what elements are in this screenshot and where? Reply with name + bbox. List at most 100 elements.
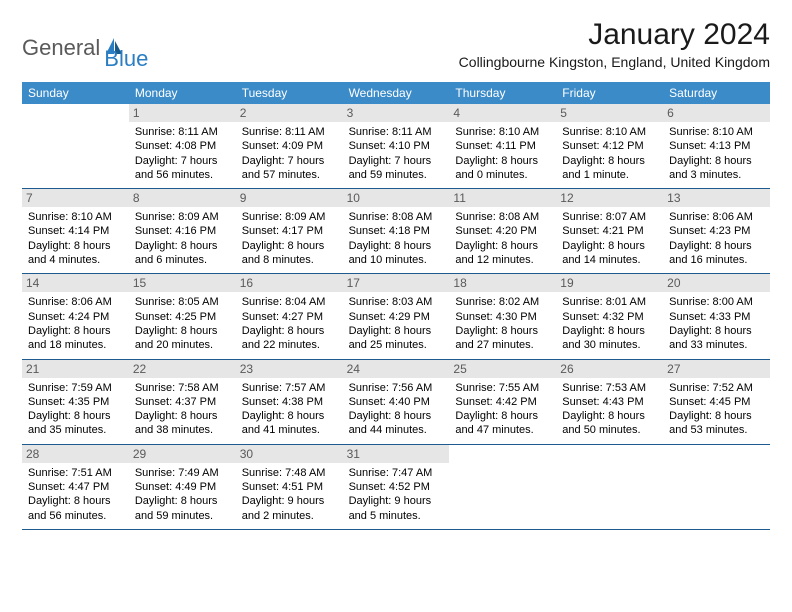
title-block: January 2024 Collingbourne Kingston, Eng…: [459, 18, 770, 70]
day-cell: 15 Sunrise: 8:05 AMSunset: 4:25 PMDayligh…: [129, 274, 236, 358]
calendar-body: 1 Sunrise: 8:11 AMSunset: 4:08 PMDaylight…: [22, 104, 770, 530]
day-number: 21: [22, 360, 129, 378]
page-title: January 2024: [459, 18, 770, 52]
day-number: 6: [663, 104, 770, 122]
day-info: Sunrise: 8:02 AMSunset: 4:30 PMDaylight:…: [455, 295, 550, 352]
logo-text-general: General: [22, 35, 100, 61]
day-info: Sunrise: 7:48 AMSunset: 4:51 PMDaylight:…: [242, 466, 337, 523]
day-info: Sunrise: 8:08 AMSunset: 4:20 PMDaylight:…: [455, 210, 550, 267]
day-cell: 6 Sunrise: 8:10 AMSunset: 4:13 PMDaylight…: [663, 104, 770, 188]
day-cell: 16 Sunrise: 8:04 AMSunset: 4:27 PMDayligh…: [236, 274, 343, 358]
day-number: 15: [129, 274, 236, 292]
day-number: 13: [663, 189, 770, 207]
logo-text-blue: Blue: [104, 46, 148, 72]
day-info: Sunrise: 7:47 AMSunset: 4:52 PMDaylight:…: [349, 466, 444, 523]
day-info: Sunrise: 8:03 AMSunset: 4:29 PMDaylight:…: [349, 295, 444, 352]
day-number: 9: [236, 189, 343, 207]
day-cell: 1 Sunrise: 8:11 AMSunset: 4:08 PMDaylight…: [129, 104, 236, 188]
day-info: Sunrise: 8:07 AMSunset: 4:21 PMDaylight:…: [562, 210, 657, 267]
day-number: 8: [129, 189, 236, 207]
day-number: 11: [449, 189, 556, 207]
day-info: Sunrise: 8:10 AMSunset: 4:11 PMDaylight:…: [455, 125, 550, 182]
day-info: Sunrise: 7:57 AMSunset: 4:38 PMDaylight:…: [242, 381, 337, 438]
day-cell: 13Sunrise: 8:06 AMSunset: 4:23 PMDayligh…: [663, 189, 770, 273]
calendar: SundayMondayTuesdayWednesdayThursdayFrid…: [22, 82, 770, 530]
day-header: Sunday: [22, 82, 129, 104]
day-number: 25: [449, 360, 556, 378]
day-number: 16: [236, 274, 343, 292]
day-header: Friday: [556, 82, 663, 104]
day-number: 17: [343, 274, 450, 292]
day-info: Sunrise: 8:00 AMSunset: 4:33 PMDaylight:…: [669, 295, 764, 352]
day-cell: 31Sunrise: 7:47 AMSunset: 4:52 PMDayligh…: [343, 445, 450, 529]
day-number: 4: [449, 104, 556, 122]
day-cell: 12 Sunrise: 8:07 AMSunset: 4:21 PMDayligh…: [556, 189, 663, 273]
day-cell: 8Sunrise: 8:09 AMSunset: 4:16 PMDaylight…: [129, 189, 236, 273]
day-header: Saturday: [663, 82, 770, 104]
day-header: Wednesday: [343, 82, 450, 104]
day-cell: 25Sunrise: 7:55 AMSunset: 4:42 PMDayligh…: [449, 360, 556, 444]
day-number: 14: [22, 274, 129, 292]
day-cell: 29Sunrise: 7:49 AMSunset: 4:49 PMDayligh…: [129, 445, 236, 529]
day-number: 29: [129, 445, 236, 463]
week-row: 28Sunrise: 7:51 AMSunset: 4:47 PMDayligh…: [22, 445, 770, 530]
day-number: 26: [556, 360, 663, 378]
day-info: Sunrise: 7:52 AMSunset: 4:45 PMDaylight:…: [669, 381, 764, 438]
day-number: 22: [129, 360, 236, 378]
day-info: Sunrise: 7:56 AMSunset: 4:40 PMDaylight:…: [349, 381, 444, 438]
day-number: 20: [663, 274, 770, 292]
day-number: 1: [129, 104, 236, 122]
day-cell: [663, 445, 770, 529]
day-info: Sunrise: 8:10 AMSunset: 4:13 PMDaylight:…: [669, 125, 764, 182]
day-cell: 20 Sunrise: 8:00 AMSunset: 4:33 PMDayligh…: [663, 274, 770, 358]
day-number: 23: [236, 360, 343, 378]
logo: General Blue: [22, 24, 148, 72]
day-info: Sunrise: 8:06 AMSunset: 4:24 PMDaylight:…: [28, 295, 123, 352]
day-cell: 17 Sunrise: 8:03 AMSunset: 4:29 PMDayligh…: [343, 274, 450, 358]
day-number: 2: [236, 104, 343, 122]
day-info: Sunrise: 8:11 AMSunset: 4:10 PMDaylight:…: [349, 125, 444, 182]
day-info: Sunrise: 8:05 AMSunset: 4:25 PMDaylight:…: [135, 295, 230, 352]
day-number: 12: [556, 189, 663, 207]
day-info: Sunrise: 8:09 AMSunset: 4:17 PMDaylight:…: [242, 210, 337, 267]
day-headers-row: SundayMondayTuesdayWednesdayThursdayFrid…: [22, 82, 770, 104]
day-cell: 14 Sunrise: 8:06 AMSunset: 4:24 PMDayligh…: [22, 274, 129, 358]
day-cell: 5Sunrise: 8:10 AMSunset: 4:12 PMDaylight…: [556, 104, 663, 188]
day-header: Monday: [129, 82, 236, 104]
location-text: Collingbourne Kingston, England, United …: [459, 54, 770, 70]
week-row: 14 Sunrise: 8:06 AMSunset: 4:24 PMDayligh…: [22, 274, 770, 359]
day-number: 10: [343, 189, 450, 207]
day-info: Sunrise: 7:53 AMSunset: 4:43 PMDaylight:…: [562, 381, 657, 438]
day-cell: [556, 445, 663, 529]
day-number: 5: [556, 104, 663, 122]
day-info: Sunrise: 7:59 AMSunset: 4:35 PMDaylight:…: [28, 381, 123, 438]
day-number: 24: [343, 360, 450, 378]
day-info: Sunrise: 8:11 AMSunset: 4:09 PMDaylight:…: [242, 125, 337, 182]
day-cell: 23 Sunrise: 7:57 AMSunset: 4:38 PMDayligh…: [236, 360, 343, 444]
day-info: Sunrise: 8:04 AMSunset: 4:27 PMDaylight:…: [242, 295, 337, 352]
day-cell: 7Sunrise: 8:10 AMSunset: 4:14 PMDaylight…: [22, 189, 129, 273]
day-cell: [22, 104, 129, 188]
day-info: Sunrise: 8:08 AMSunset: 4:18 PMDaylight:…: [349, 210, 444, 267]
day-number: 3: [343, 104, 450, 122]
week-row: 7Sunrise: 8:10 AMSunset: 4:14 PMDaylight…: [22, 189, 770, 274]
day-header: Thursday: [449, 82, 556, 104]
day-info: Sunrise: 8:11 AMSunset: 4:08 PMDaylight:…: [135, 125, 230, 182]
day-cell: 18Sunrise: 8:02 AMSunset: 4:30 PMDayligh…: [449, 274, 556, 358]
day-number: 28: [22, 445, 129, 463]
day-cell: 28Sunrise: 7:51 AMSunset: 4:47 PMDayligh…: [22, 445, 129, 529]
day-info: Sunrise: 8:10 AMSunset: 4:14 PMDaylight:…: [28, 210, 123, 267]
day-info: Sunrise: 8:01 AMSunset: 4:32 PMDaylight:…: [562, 295, 657, 352]
day-header: Tuesday: [236, 82, 343, 104]
day-info: Sunrise: 7:58 AMSunset: 4:37 PMDaylight:…: [135, 381, 230, 438]
day-number: 19: [556, 274, 663, 292]
day-cell: 11 Sunrise: 8:08 AMSunset: 4:20 PMDayligh…: [449, 189, 556, 273]
day-cell: 26 Sunrise: 7:53 AMSunset: 4:43 PMDayligh…: [556, 360, 663, 444]
day-number: 27: [663, 360, 770, 378]
day-cell: 22 Sunrise: 7:58 AMSunset: 4:37 PMDayligh…: [129, 360, 236, 444]
day-cell: 9 Sunrise: 8:09 AMSunset: 4:17 PMDaylight…: [236, 189, 343, 273]
day-cell: 30Sunrise: 7:48 AMSunset: 4:51 PMDayligh…: [236, 445, 343, 529]
day-cell: [449, 445, 556, 529]
header: General Blue January 2024 Collingbourne …: [22, 18, 770, 72]
day-cell: 27 Sunrise: 7:52 AMSunset: 4:45 PMDayligh…: [663, 360, 770, 444]
